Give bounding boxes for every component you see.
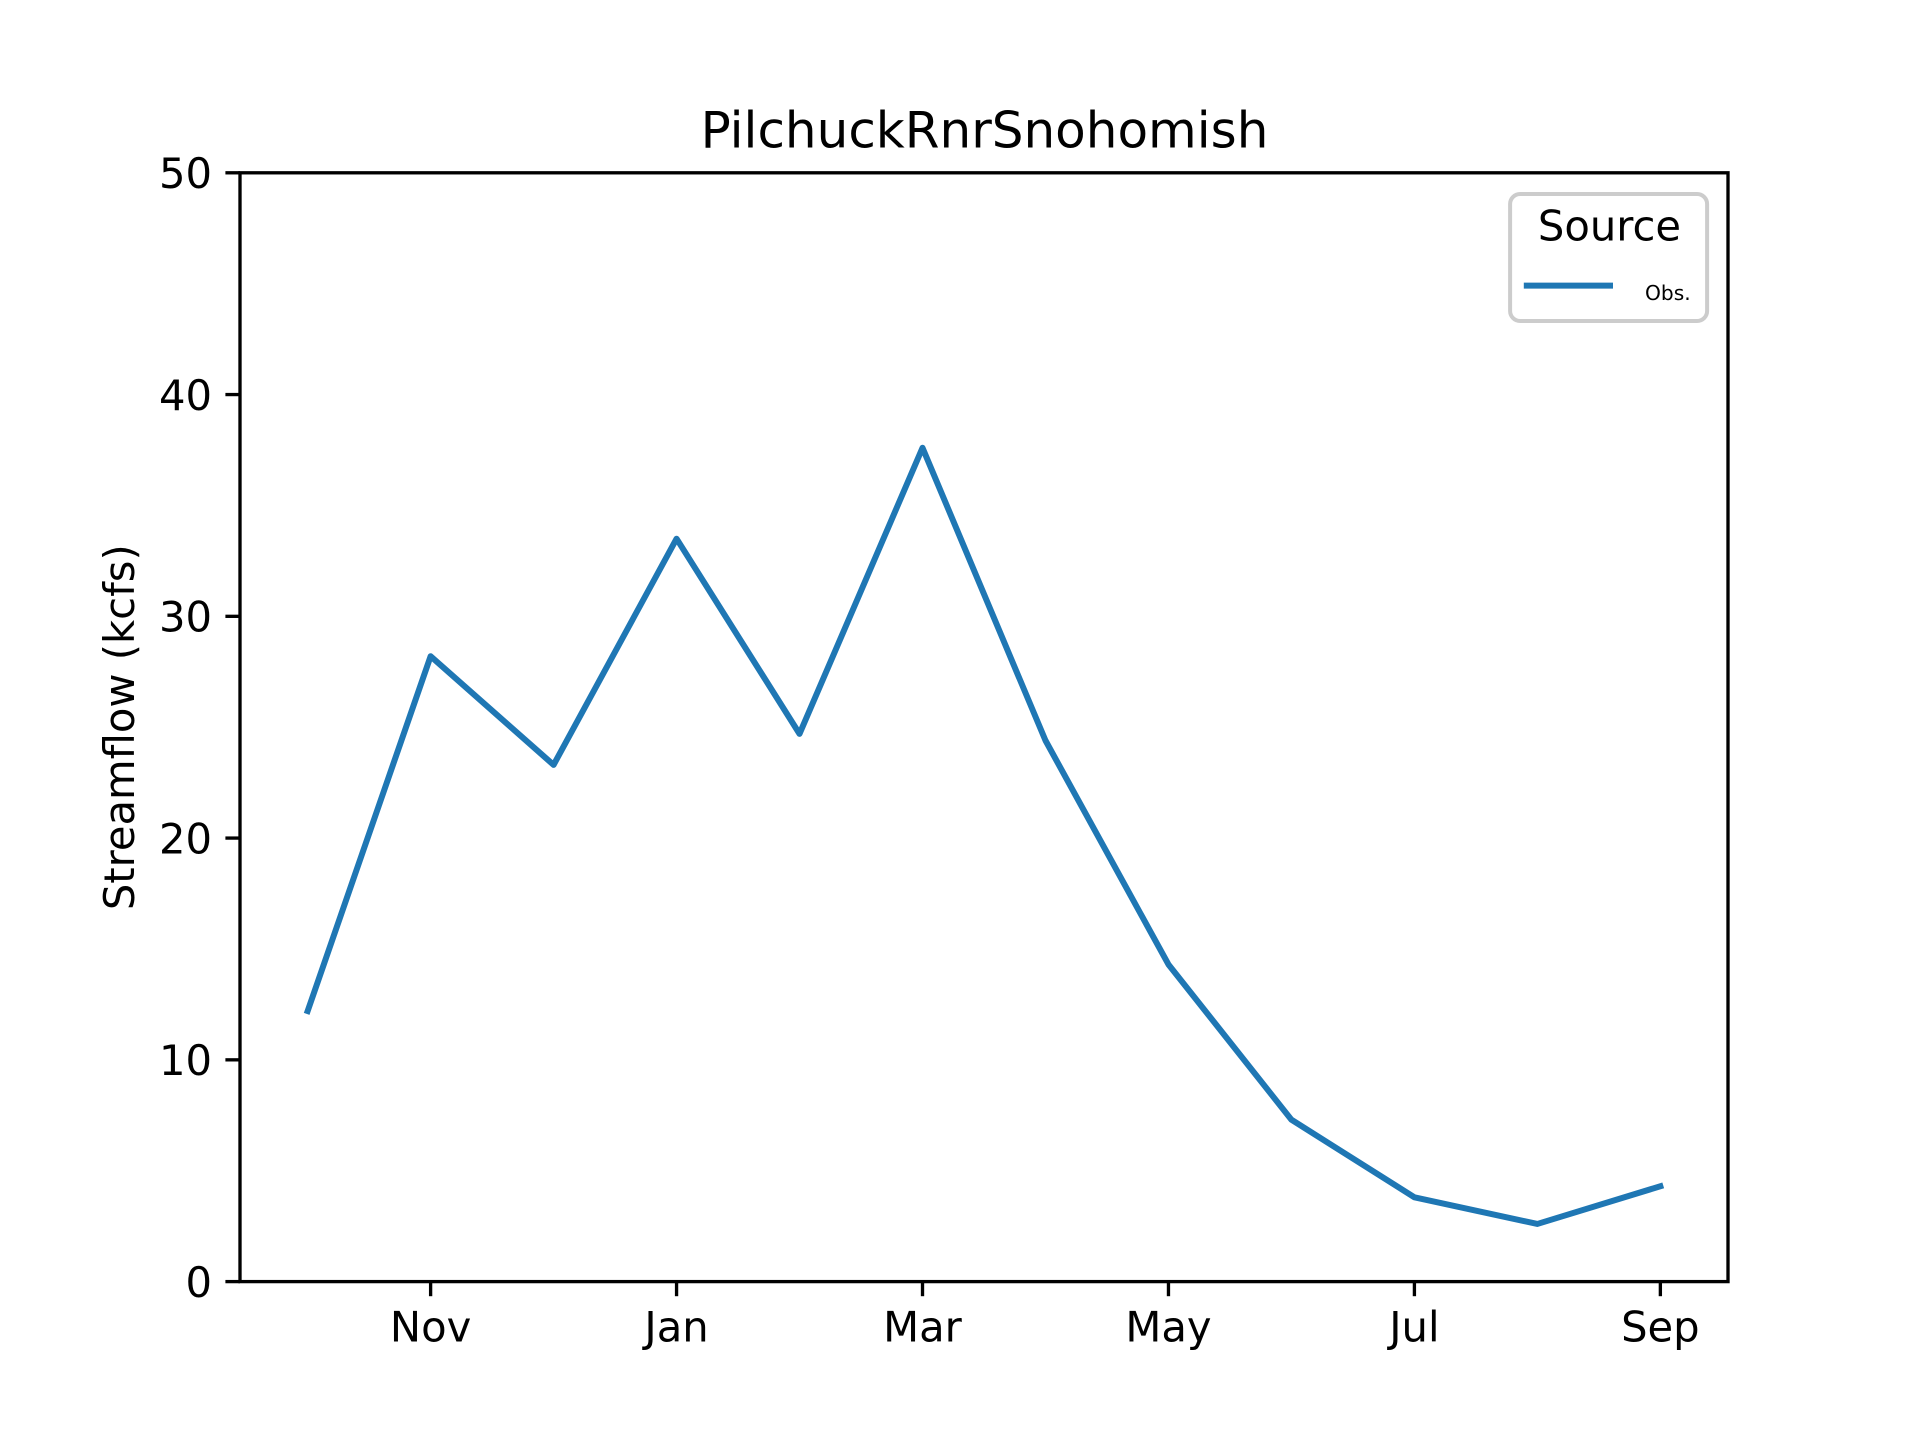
y-tick-label: 30 <box>159 593 212 642</box>
x-tick-label: Jan <box>641 1303 708 1352</box>
y-axis-label: Streamflow (kcfs) <box>95 544 144 910</box>
y-tick-label: 50 <box>159 149 212 198</box>
y-tick-label: 40 <box>159 371 212 420</box>
x-axis-ticks: Nov Jan Mar May Jul Sep <box>390 1281 1700 1352</box>
y-axis-ticks: 0 10 20 30 40 50 <box>159 149 240 1307</box>
obs-series-line <box>303 444 1665 1227</box>
x-tick-label: Jul <box>1386 1303 1439 1352</box>
plot-area-frame <box>238 171 1730 1284</box>
legend-title: Source <box>1538 202 1681 251</box>
x-tick-label: Mar <box>883 1303 963 1352</box>
chart-title: PilchuckRnrSnohomish <box>701 102 1269 160</box>
legend: Source Obs. <box>1508 192 1710 323</box>
y-tick-label: 10 <box>159 1036 212 1085</box>
x-tick-label: May <box>1125 1303 1211 1352</box>
y-tick-label: 20 <box>159 814 212 863</box>
y-tick-label: 0 <box>185 1258 212 1307</box>
x-tick-label: Sep <box>1621 1303 1700 1352</box>
legend-entry-label: Obs. <box>1645 281 1691 305</box>
x-tick-label: Nov <box>390 1303 471 1352</box>
legend-box <box>1508 192 1710 323</box>
